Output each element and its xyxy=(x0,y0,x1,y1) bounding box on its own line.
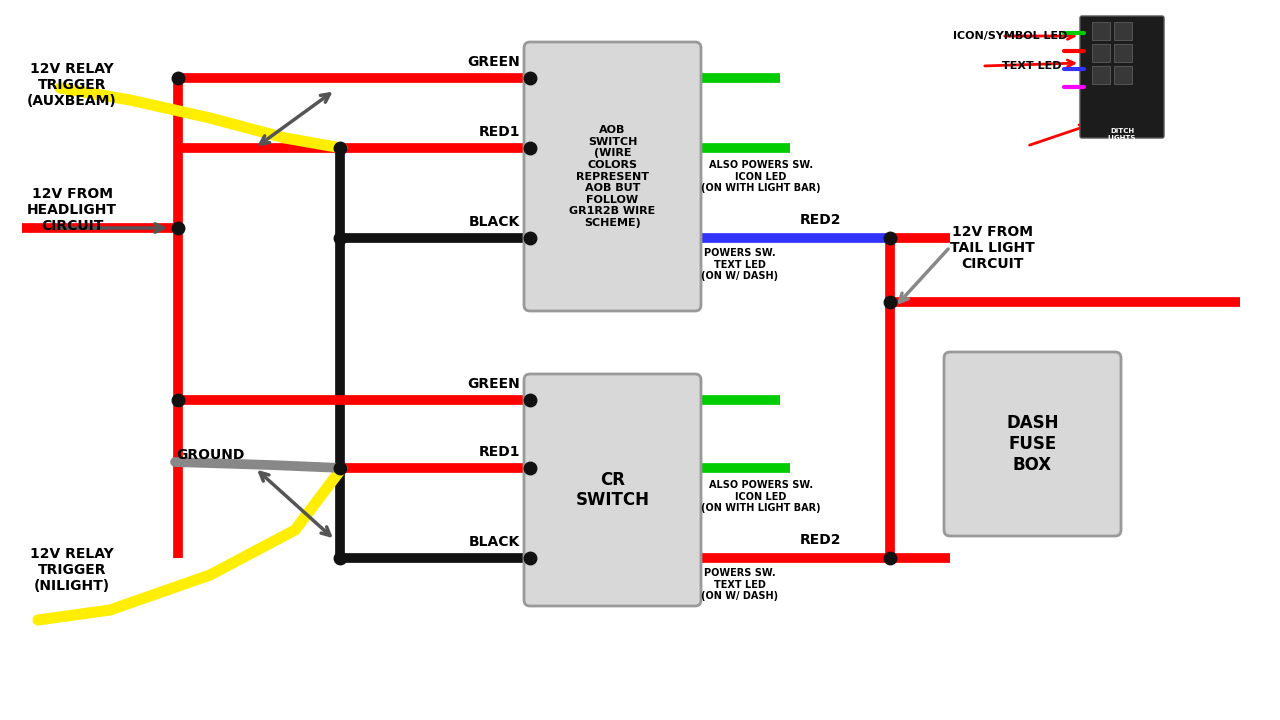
Bar xyxy=(1114,66,1132,84)
Text: ICON/SYMBOL LED: ICON/SYMBOL LED xyxy=(952,31,1068,41)
FancyBboxPatch shape xyxy=(524,42,701,311)
Text: ALSO POWERS SW.
ICON LED
(ON WITH LIGHT BAR): ALSO POWERS SW. ICON LED (ON WITH LIGHT … xyxy=(701,160,820,193)
Text: ALSO POWERS SW.
ICON LED
(ON WITH LIGHT BAR): ALSO POWERS SW. ICON LED (ON WITH LIGHT … xyxy=(701,480,820,513)
Bar xyxy=(1092,66,1110,84)
Text: GREEN: GREEN xyxy=(467,377,520,391)
Text: BLACK: BLACK xyxy=(468,535,520,549)
Text: TEXT LED: TEXT LED xyxy=(1002,61,1062,71)
Text: AOB
SWITCH
(WIRE
COLORS
REPRESENT
AOB BUT
FOLLOW
GR1R2B WIRE
SCHEME): AOB SWITCH (WIRE COLORS REPRESENT AOB BU… xyxy=(570,125,655,228)
Bar xyxy=(1114,22,1132,40)
Text: POWERS SW.
TEXT LED
(ON W/ DASH): POWERS SW. TEXT LED (ON W/ DASH) xyxy=(701,248,778,282)
Text: 12V FROM
HEADLIGHT
CIRCUIT: 12V FROM HEADLIGHT CIRCUIT xyxy=(27,186,116,233)
Bar xyxy=(1114,44,1132,62)
Bar xyxy=(1092,44,1110,62)
FancyBboxPatch shape xyxy=(524,374,701,606)
FancyBboxPatch shape xyxy=(1080,16,1164,138)
Text: 12V RELAY
TRIGGER
(NILIGHT): 12V RELAY TRIGGER (NILIGHT) xyxy=(31,546,114,593)
Text: DASH
FUSE
BOX: DASH FUSE BOX xyxy=(1006,414,1059,474)
Text: DITCH
LIGHTS: DITCH LIGHTS xyxy=(1107,128,1137,141)
Bar xyxy=(1092,22,1110,40)
Text: GROUND: GROUND xyxy=(175,448,244,462)
Text: RED2: RED2 xyxy=(800,533,841,547)
Text: GREEN: GREEN xyxy=(467,55,520,69)
Text: RED2: RED2 xyxy=(800,213,841,227)
Text: BLACK: BLACK xyxy=(468,215,520,229)
Text: POWERS SW.
TEXT LED
(ON W/ DASH): POWERS SW. TEXT LED (ON W/ DASH) xyxy=(701,568,778,601)
Text: 12V FROM
TAIL LIGHT
CIRCUIT: 12V FROM TAIL LIGHT CIRCUIT xyxy=(950,225,1034,271)
FancyBboxPatch shape xyxy=(943,352,1121,536)
Text: RED1: RED1 xyxy=(479,125,520,139)
Text: CR
SWITCH: CR SWITCH xyxy=(576,471,649,510)
Text: RED1: RED1 xyxy=(479,445,520,459)
Text: 12V RELAY
TRIGGER
(AUXBEAM): 12V RELAY TRIGGER (AUXBEAM) xyxy=(27,62,116,108)
